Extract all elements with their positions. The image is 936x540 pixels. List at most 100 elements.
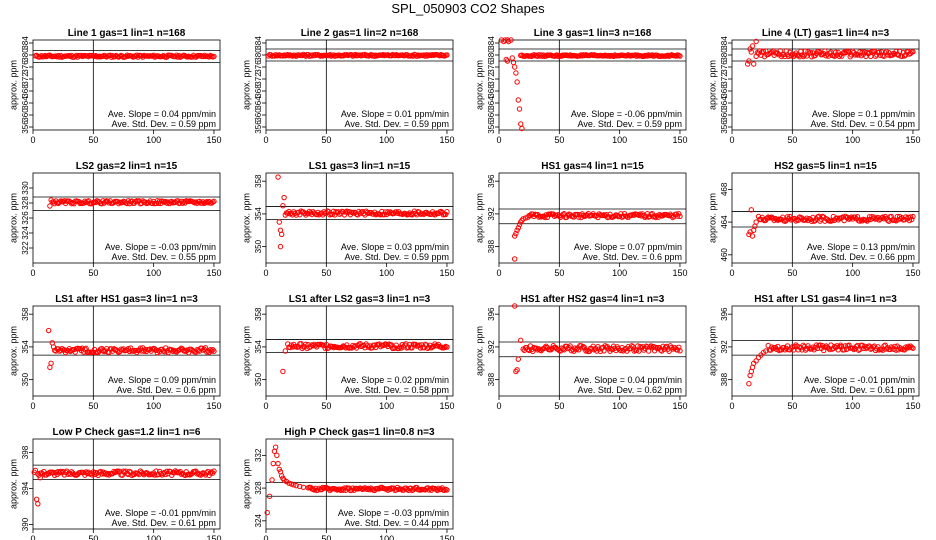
data-point	[434, 343, 441, 349]
data-point	[651, 213, 658, 219]
slope-annotation: Ave. Slope = -0.01 ppm/min	[804, 375, 915, 385]
panel-title: HS1 after HS2 gas=4 lin=1 n=3	[521, 294, 665, 305]
y-axis-label: approx. ppm	[241, 193, 251, 243]
y-tick-label: 380	[487, 48, 496, 62]
x-tick-label: 150	[439, 534, 454, 540]
data-point	[274, 452, 280, 459]
data-point	[68, 200, 75, 207]
data-point	[813, 342, 820, 348]
data-point	[199, 200, 205, 206]
data-point	[782, 218, 788, 224]
data-point	[817, 342, 823, 348]
data-point	[534, 347, 541, 353]
data-point	[45, 327, 52, 334]
data-point	[677, 348, 683, 354]
plot-frame	[498, 305, 687, 397]
y-tick-label: 372	[254, 72, 263, 86]
y-axis-label: approx. ppm	[474, 60, 484, 110]
data-point	[753, 38, 759, 45]
data-point	[52, 472, 58, 479]
data-point	[371, 53, 378, 59]
y-tick-label: 368	[487, 84, 496, 98]
data-point	[119, 199, 125, 206]
data-point	[396, 345, 402, 352]
data-point	[663, 343, 670, 350]
x-tick-label: 50	[88, 268, 98, 278]
data-point	[275, 174, 281, 180]
data-point	[863, 217, 869, 223]
x-tick-label: 0	[263, 268, 268, 278]
y-tick-label: 360	[487, 108, 496, 122]
panel-title: Line 3 gas=1 lin=3 n=168	[534, 28, 652, 39]
data-point	[910, 49, 916, 55]
y-tick-label: 460	[720, 248, 729, 262]
data-point	[416, 342, 422, 348]
y-tick-label: 368	[720, 84, 729, 98]
data-point	[515, 225, 522, 231]
data-point	[525, 346, 531, 353]
panel-14: High P Check gas=1 lin=0.8 n=3 0 50 100 150 3…	[241, 427, 454, 540]
y-tick-label: 354	[254, 340, 263, 354]
data-point	[155, 471, 162, 478]
y-tick-label: 388	[487, 372, 496, 386]
x-tick-label: 150	[672, 268, 687, 278]
data-point	[444, 208, 450, 215]
data-point	[424, 53, 431, 59]
plot-frame	[265, 305, 454, 397]
stddev-annotation: Ave. Std. Dev. = 0.66 ppm	[811, 252, 915, 262]
data-point	[336, 486, 343, 492]
y-tick-label: 372	[487, 72, 496, 86]
y-axis-label: approx. ppm	[8, 459, 18, 509]
x-tick-label: 100	[612, 135, 627, 145]
panel-title: LS1 gas=3 lin=1 n=15	[309, 161, 411, 172]
data-point	[72, 349, 78, 355]
plot-frame	[32, 438, 221, 530]
data-point	[329, 211, 336, 218]
x-tick-label: 100	[845, 401, 860, 411]
data-point	[58, 468, 64, 475]
data-point	[676, 211, 682, 217]
data-point	[211, 348, 217, 354]
panel-title: Line 4 (LT) gas=1 lin=4 n=3	[762, 28, 890, 39]
data-point	[616, 213, 623, 220]
plot-frame	[32, 39, 221, 131]
data-point	[280, 368, 286, 375]
y-axis-label: approx. ppm	[707, 193, 717, 243]
data-point	[392, 345, 398, 351]
y-tick-label: 364	[487, 96, 496, 110]
plot-frame	[731, 39, 920, 131]
plot-frame	[498, 39, 687, 131]
x-tick-label: 50	[321, 268, 331, 278]
data-point	[61, 347, 68, 353]
data-point	[795, 52, 802, 59]
data-point	[82, 198, 88, 204]
data-point	[805, 49, 811, 55]
data-point	[775, 217, 781, 223]
y-tick-label: 350	[21, 372, 30, 386]
y-tick-label: 360	[720, 108, 729, 122]
stddev-annotation: Ave. Std. Dev. = 0.59 ppm	[578, 119, 682, 129]
data-point	[270, 460, 276, 467]
x-tick-label: 50	[321, 401, 331, 411]
data-point	[339, 344, 345, 350]
data-point	[269, 477, 275, 483]
x-tick-label: 100	[845, 135, 860, 145]
data-point	[297, 483, 303, 490]
y-axis-label: approx. ppm	[8, 326, 18, 376]
y-tick-label: 464	[720, 215, 729, 229]
data-point	[519, 125, 525, 132]
y-tick-label: 324	[254, 514, 263, 528]
y-axis-label: approx. ppm	[241, 326, 251, 376]
data-point	[37, 475, 43, 481]
y-tick-label: 392	[720, 340, 729, 354]
data-point	[820, 347, 827, 354]
x-tick-label: 100	[146, 268, 161, 278]
y-tick-label: 354	[21, 340, 30, 354]
data-point	[364, 209, 371, 216]
data-point	[348, 52, 355, 58]
data-point	[822, 344, 828, 350]
x-tick-label: 100	[146, 534, 161, 540]
x-tick-label: 150	[905, 135, 920, 145]
data-point	[883, 346, 890, 352]
data-point	[842, 343, 849, 349]
